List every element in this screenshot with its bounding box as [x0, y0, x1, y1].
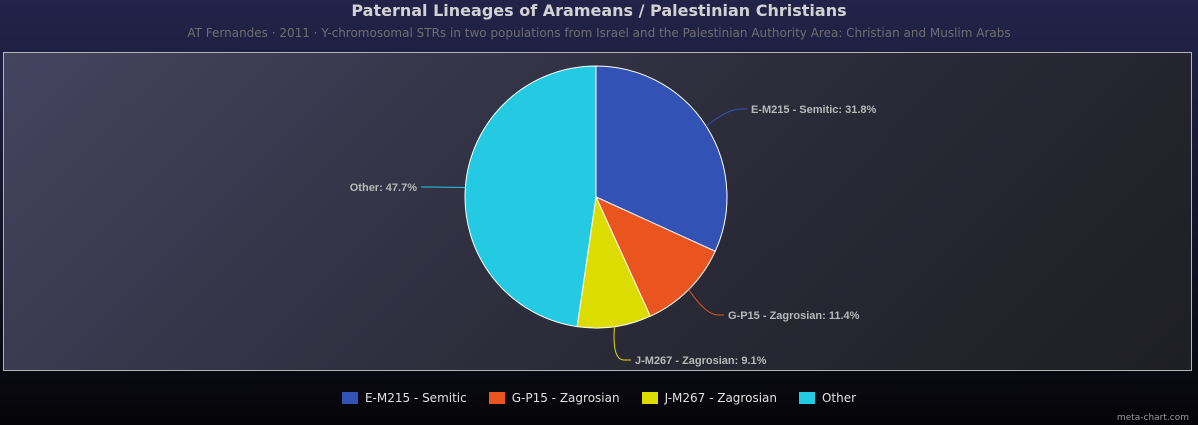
legend-swatch	[641, 392, 658, 404]
pie-slice[interactable]	[464, 65, 597, 328]
legend-item-other[interactable]: Other	[798, 388, 857, 408]
legend-swatch	[488, 392, 505, 404]
legend-item-g-p15[interactable]: G-P15 - Zagrosian	[488, 388, 620, 408]
slice-label: Other: 47.7%	[350, 182, 417, 194]
slice-label: G-P15 - Zagrosian: 11.4%	[728, 310, 860, 322]
slice-label: E-M215 - Semitic: 31.8%	[751, 104, 877, 116]
credit-link[interactable]: meta-chart.com	[1116, 413, 1189, 423]
legend-swatch	[341, 392, 358, 404]
label-connector	[613, 326, 631, 361]
label-connector	[421, 186, 466, 189]
legend-label: J-M267 - Zagrosian	[664, 391, 777, 405]
legend-swatch	[798, 392, 815, 404]
legend-item-e-m215[interactable]: E-M215 - Semitic	[341, 388, 467, 408]
label-connector	[688, 289, 724, 316]
legend-label: Other	[821, 391, 857, 405]
legend-label: G-P15 - Zagrosian	[511, 391, 620, 405]
legend: E-M215 - Semitic G-P15 - Zagrosian J-M26…	[0, 388, 1198, 408]
legend-item-j-m267[interactable]: J-M267 - Zagrosian	[641, 388, 777, 408]
chart-title: Paternal Lineages of Arameans / Palestin…	[351, 1, 847, 20]
chart-subtitle: AT Fernandes · 2011 · Y-chromosomal STRs…	[187, 26, 1011, 40]
slice-label: J-M267 - Zagrosian: 9.1%	[635, 355, 767, 367]
label-connector	[705, 108, 747, 127]
legend-label: E-M215 - Semitic	[364, 391, 467, 405]
